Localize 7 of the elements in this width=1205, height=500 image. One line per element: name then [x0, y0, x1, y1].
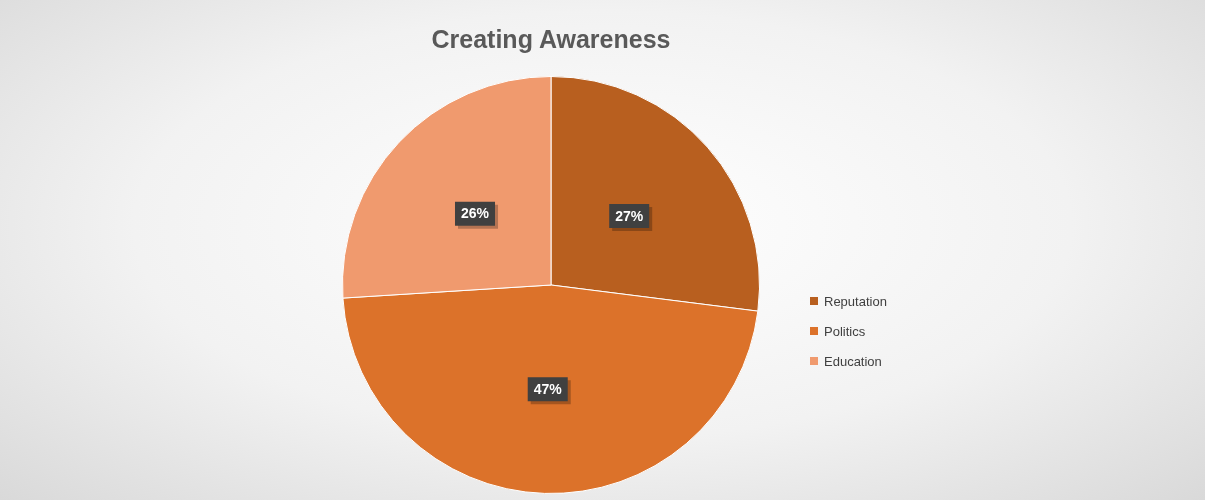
slice-label: Politics	[824, 323, 866, 339]
chart-title: Creating Awareness	[431, 24, 671, 53]
legend-label: Reputation	[824, 293, 887, 309]
legend-label: Education	[824, 353, 882, 369]
data-label: 26%	[460, 205, 490, 222]
data-label: 47%	[533, 381, 563, 398]
data-label: 27%	[615, 207, 644, 224]
